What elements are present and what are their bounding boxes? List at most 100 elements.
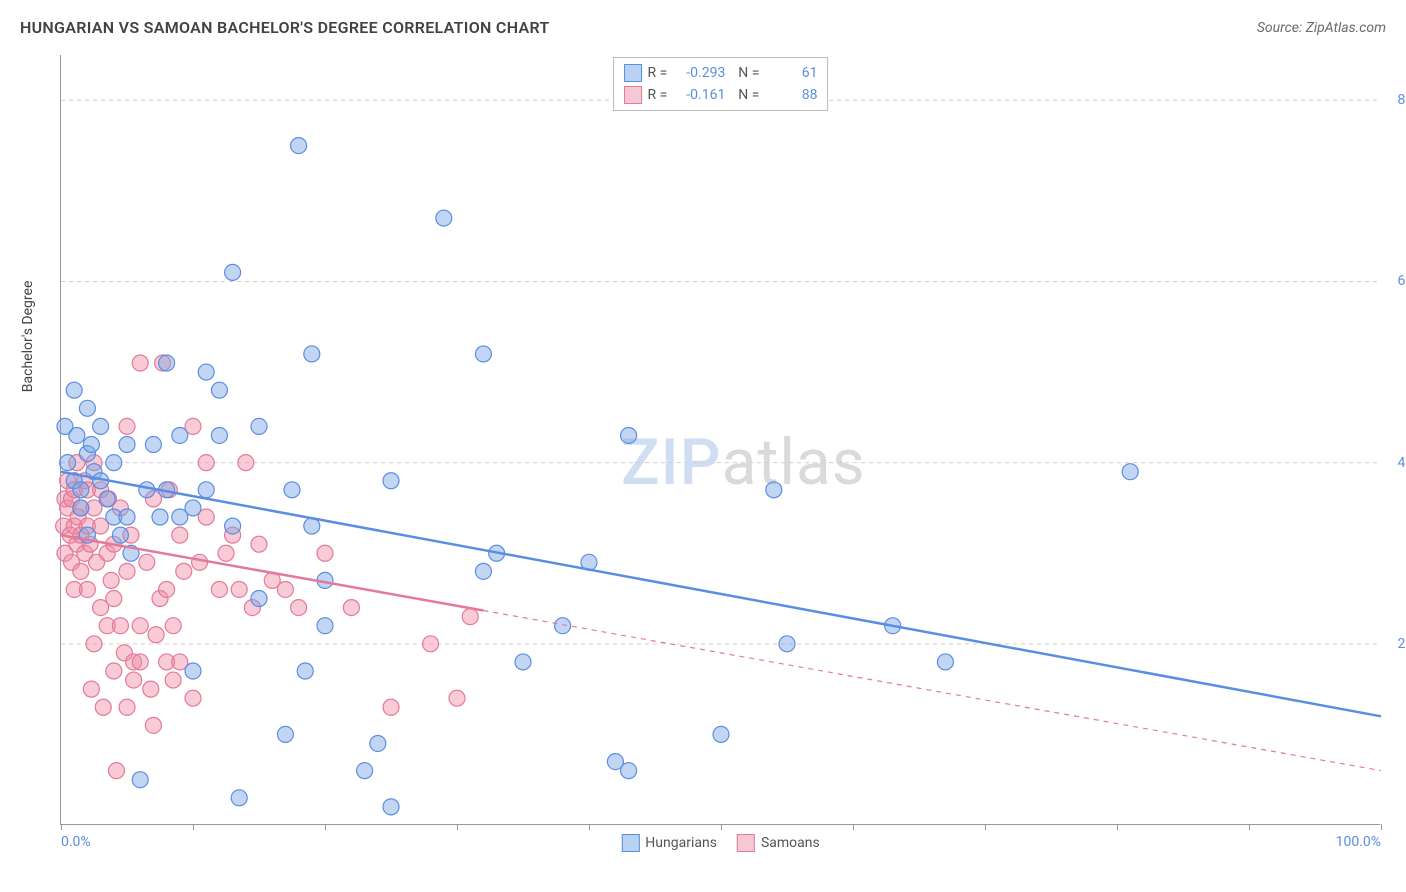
- data-point: [423, 636, 439, 652]
- data-point: [159, 355, 175, 371]
- data-point: [83, 681, 99, 697]
- data-point: [165, 618, 181, 634]
- data-point: [621, 763, 637, 779]
- chart-title: HUNGARIAN VS SAMOAN BACHELOR'S DEGREE CO…: [20, 18, 550, 37]
- data-point: [132, 772, 148, 788]
- data-point: [106, 591, 122, 607]
- xtick: [1381, 824, 1382, 830]
- data-point: [119, 699, 135, 715]
- data-point: [145, 717, 161, 733]
- data-point: [317, 618, 333, 634]
- data-point: [211, 427, 227, 443]
- legend-swatch-hungarians-icon: [621, 834, 639, 852]
- data-point: [251, 591, 267, 607]
- data-point: [621, 427, 637, 443]
- xtick: [721, 824, 722, 830]
- data-point: [291, 138, 307, 154]
- data-point: [231, 790, 247, 806]
- data-point: [73, 563, 89, 579]
- data-point: [225, 518, 241, 534]
- data-point: [108, 763, 124, 779]
- data-point: [225, 264, 241, 280]
- data-point: [119, 509, 135, 525]
- data-point: [284, 482, 300, 498]
- data-point: [172, 427, 188, 443]
- legend-swatch-hungarians: [624, 64, 642, 82]
- r-value-hungarians: -0.293: [673, 65, 725, 81]
- ytick-label: 60.0%: [1397, 273, 1406, 289]
- source-label: Source: ZipAtlas.com: [1257, 20, 1386, 36]
- data-point: [436, 210, 452, 226]
- data-point: [251, 536, 267, 552]
- xtick: [1249, 824, 1250, 830]
- data-point: [779, 636, 795, 652]
- data-point: [555, 618, 571, 634]
- data-point: [277, 581, 293, 597]
- data-point: [126, 672, 142, 688]
- data-point: [112, 527, 128, 543]
- data-point: [159, 581, 175, 597]
- legend-row-samoans: R = -0.161 N = 88: [624, 84, 818, 106]
- data-point: [176, 563, 192, 579]
- data-point: [515, 654, 531, 670]
- data-point: [148, 627, 164, 643]
- ytick-label: 20.0%: [1397, 636, 1406, 652]
- data-point: [185, 690, 201, 706]
- xtick: [985, 824, 986, 830]
- data-point: [383, 473, 399, 489]
- data-point: [165, 672, 181, 688]
- data-point: [291, 600, 307, 616]
- legend-item-hungarians: Hungarians: [621, 834, 717, 852]
- data-point: [343, 600, 359, 616]
- legend-series: Hungarians Samoans: [621, 834, 819, 852]
- data-point: [198, 482, 214, 498]
- legend-label-samoans: Samoans: [761, 835, 820, 851]
- data-point: [357, 763, 373, 779]
- data-point: [211, 581, 227, 597]
- data-point: [713, 726, 729, 742]
- data-point: [93, 418, 109, 434]
- data-point: [218, 545, 234, 561]
- data-point: [79, 581, 95, 597]
- data-point: [86, 636, 102, 652]
- data-point: [145, 437, 161, 453]
- data-point: [304, 346, 320, 362]
- data-point: [132, 355, 148, 371]
- data-point: [937, 654, 953, 670]
- n-value-hungarians: 61: [765, 65, 817, 81]
- data-point: [112, 618, 128, 634]
- data-point: [66, 382, 82, 398]
- data-point: [73, 482, 89, 498]
- data-point: [83, 437, 99, 453]
- legend-stats: R = -0.293 N = 61 R = -0.161 N = 88: [613, 57, 829, 111]
- xtick: [853, 824, 854, 830]
- data-point: [152, 509, 168, 525]
- data-point: [103, 572, 119, 588]
- xtick: [193, 824, 194, 830]
- xtick: [589, 824, 590, 830]
- data-point: [297, 663, 313, 679]
- data-point: [251, 418, 267, 434]
- xtick-label: 100.0%: [1336, 834, 1381, 850]
- data-point: [475, 563, 491, 579]
- xtick: [61, 824, 62, 830]
- plot-svg: [61, 55, 1380, 824]
- data-point: [475, 346, 491, 362]
- data-point: [238, 455, 254, 471]
- data-point: [73, 500, 89, 516]
- title-bar: HUNGARIAN VS SAMOAN BACHELOR'S DEGREE CO…: [20, 18, 1386, 37]
- data-point: [79, 400, 95, 416]
- data-point: [106, 663, 122, 679]
- n-value-samoans: 88: [765, 87, 817, 103]
- data-point: [449, 690, 465, 706]
- data-point: [119, 418, 135, 434]
- legend-row-hungarians: R = -0.293 N = 61: [624, 62, 818, 84]
- data-point: [198, 455, 214, 471]
- data-point: [139, 554, 155, 570]
- y-axis-label: Bachelor's Degree: [20, 281, 36, 393]
- data-point: [95, 699, 111, 715]
- data-point: [383, 699, 399, 715]
- legend-item-samoans: Samoans: [737, 834, 820, 852]
- data-point: [317, 545, 333, 561]
- data-point: [132, 618, 148, 634]
